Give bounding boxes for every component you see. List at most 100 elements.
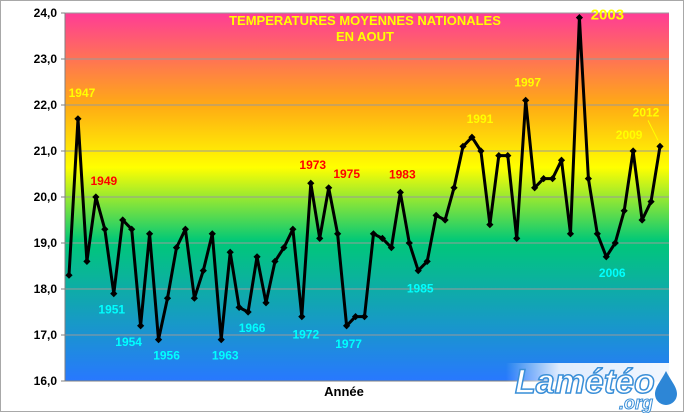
- annotation-2009: 2009: [616, 128, 643, 142]
- lameteo-logo: Lamétéo .org: [506, 362, 683, 413]
- data-point: [342, 322, 351, 330]
- data-point: [531, 184, 539, 192]
- data-point: [154, 336, 163, 344]
- data-point: [110, 290, 118, 298]
- annotation-1991: 1991: [467, 112, 494, 126]
- data-point: [620, 207, 628, 215]
- annotation-1973: 1973: [299, 158, 326, 172]
- data-point: [181, 225, 190, 233]
- data-point: [638, 216, 646, 224]
- data-point: [316, 234, 324, 242]
- logo-text: Lamétéo: [515, 363, 655, 401]
- data-point: [92, 193, 100, 201]
- data-point: [119, 216, 127, 224]
- annotation-1983: 1983: [389, 167, 416, 181]
- y-tick-label: 17,0: [34, 328, 58, 342]
- annotation-1947: 1947: [69, 86, 96, 100]
- y-tick-label: 23,0: [34, 52, 58, 66]
- data-point: [101, 225, 109, 233]
- data-point: [468, 133, 476, 141]
- data-point: [172, 244, 181, 252]
- data-point: [360, 313, 369, 321]
- data-point: [522, 96, 530, 104]
- data-point: [441, 216, 449, 224]
- data-point: [83, 257, 91, 265]
- data-point: [298, 313, 306, 321]
- water-drop-icon: [655, 371, 677, 405]
- data-point: [289, 225, 297, 233]
- logo-subtext: .org: [619, 393, 653, 413]
- data-point: [271, 257, 279, 265]
- data-point: [396, 188, 404, 196]
- y-tick-label: 19,0: [34, 236, 58, 250]
- data-point: [128, 225, 136, 233]
- data-point: [74, 115, 82, 123]
- annotation-1949: 1949: [91, 174, 118, 188]
- data-point: [450, 184, 458, 192]
- data-point: [262, 299, 270, 307]
- data-point: [423, 257, 431, 265]
- annotation-1997: 1997: [514, 75, 541, 89]
- data-point: [137, 322, 145, 330]
- data-point: [351, 313, 360, 321]
- data-point: [226, 248, 234, 256]
- data-point: [647, 198, 655, 206]
- data-point: [378, 234, 387, 242]
- data-point-markers: [65, 14, 664, 344]
- data-point: [217, 336, 225, 344]
- y-tick-label: 18,0: [34, 282, 58, 296]
- annotation-1954: 1954: [115, 335, 142, 349]
- chart-title-line-1: TEMPERATURES MOYENNES NATIONALES: [229, 13, 501, 28]
- data-point: [656, 142, 664, 150]
- y-tick-label: 16,0: [34, 374, 58, 388]
- data-point: [369, 230, 378, 238]
- data-point: [387, 244, 395, 252]
- annotation-1975: 1975: [333, 167, 360, 181]
- data-point: [325, 184, 333, 192]
- data-point: [566, 230, 575, 238]
- data-point: [199, 267, 207, 275]
- annotation-1951: 1951: [98, 303, 125, 317]
- data-point: [486, 221, 494, 229]
- data-point: [244, 308, 252, 316]
- y-tick-label: 22,0: [34, 98, 58, 112]
- annotation-2006: 2006: [599, 266, 626, 280]
- data-point: [477, 147, 485, 155]
- annotation-leader-2012: [647, 120, 659, 141]
- data-point: [65, 271, 73, 279]
- annotation-1977: 1977: [335, 337, 362, 351]
- data-point: [432, 211, 440, 219]
- data-point: [495, 152, 503, 160]
- data-point: [208, 230, 216, 238]
- annotation-1966: 1966: [239, 321, 266, 335]
- annotation-2003: 2003: [591, 7, 624, 24]
- data-point: [253, 253, 261, 261]
- data-point: [405, 239, 413, 247]
- y-axis-ticks: 16,0 17,0 18,0 19,0 20,0 21,0 22,0 23,0 24,0: [34, 6, 65, 388]
- data-point: [513, 234, 521, 242]
- y-tick-label: 24,0: [34, 6, 58, 20]
- data-point: [504, 152, 512, 160]
- data-point: [190, 294, 198, 302]
- annotation-1963: 1963: [212, 349, 239, 363]
- data-point: [163, 294, 172, 302]
- data-point: [629, 147, 637, 155]
- chart-title-line-2: EN AOUT: [336, 29, 394, 44]
- data-point: [539, 175, 548, 183]
- data-point: [280, 244, 288, 252]
- x-axis-label: Année: [324, 384, 364, 399]
- y-tick-label: 20,0: [34, 190, 58, 204]
- annotation-2012: 2012: [633, 105, 660, 119]
- logo-backdrop: [506, 363, 683, 411]
- annotation-1956: 1956: [153, 349, 180, 363]
- y-tick-label: 21,0: [34, 144, 58, 158]
- data-point: [584, 175, 592, 183]
- data-point: [593, 230, 601, 238]
- annotation-1985: 1985: [407, 282, 434, 296]
- data-point: [307, 179, 315, 187]
- data-point: [602, 253, 610, 261]
- data-point: [611, 239, 619, 247]
- data-point: [235, 303, 243, 311]
